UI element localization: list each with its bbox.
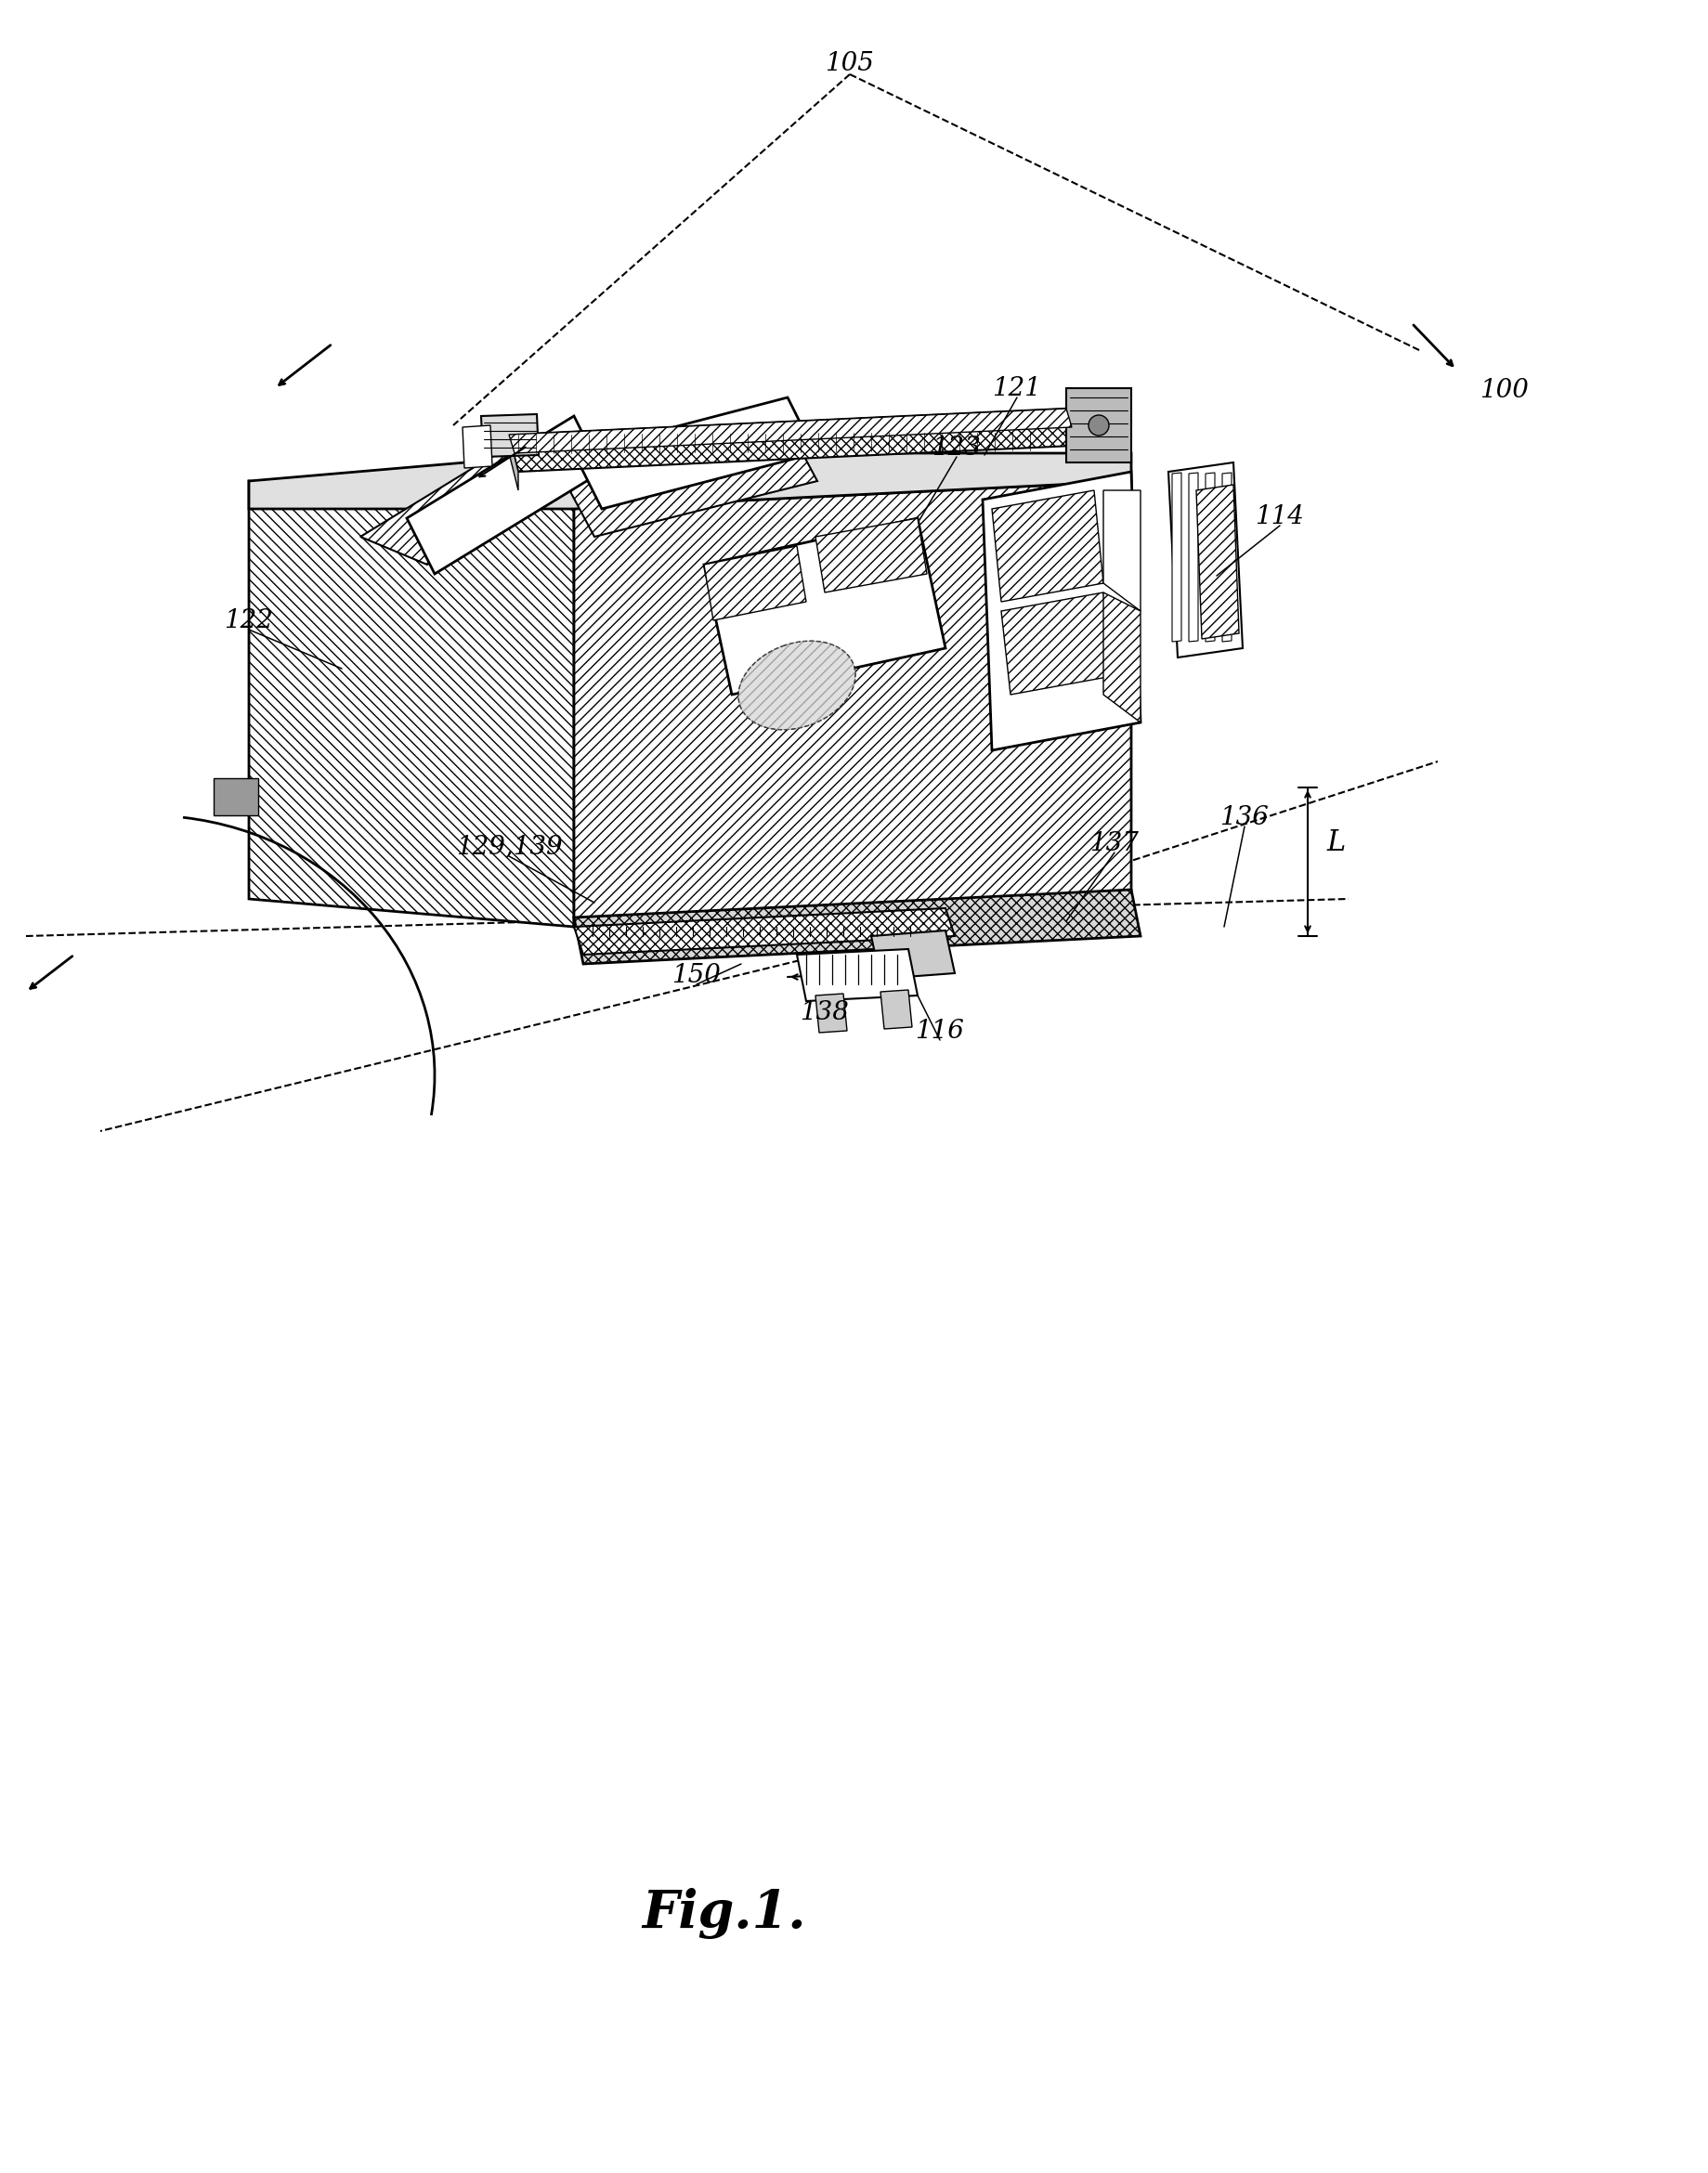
Polygon shape xyxy=(815,993,847,1032)
Polygon shape xyxy=(1168,463,1243,658)
Polygon shape xyxy=(249,480,574,926)
Polygon shape xyxy=(815,517,927,593)
Polygon shape xyxy=(1196,485,1238,639)
Polygon shape xyxy=(565,426,818,537)
Polygon shape xyxy=(1206,474,1214,641)
Text: 123: 123 xyxy=(933,435,980,461)
Polygon shape xyxy=(509,409,1073,454)
Polygon shape xyxy=(249,454,1131,508)
Text: 105: 105 xyxy=(825,50,874,76)
Polygon shape xyxy=(407,415,601,574)
Polygon shape xyxy=(360,435,594,565)
Polygon shape xyxy=(704,517,946,695)
Polygon shape xyxy=(704,545,806,619)
Text: 150: 150 xyxy=(671,963,721,987)
Polygon shape xyxy=(574,398,815,508)
Polygon shape xyxy=(1172,474,1182,641)
Polygon shape xyxy=(509,406,1112,472)
Polygon shape xyxy=(574,480,1131,926)
Text: 138: 138 xyxy=(799,1000,849,1026)
Polygon shape xyxy=(463,426,492,467)
Polygon shape xyxy=(1223,474,1231,641)
Polygon shape xyxy=(574,889,1141,965)
Text: L: L xyxy=(1327,828,1346,858)
Polygon shape xyxy=(214,778,258,815)
Text: 137: 137 xyxy=(1090,830,1139,856)
Polygon shape xyxy=(982,472,1141,750)
Ellipse shape xyxy=(738,641,856,730)
Polygon shape xyxy=(880,991,912,1030)
Polygon shape xyxy=(574,908,955,954)
Polygon shape xyxy=(1103,491,1141,611)
Polygon shape xyxy=(482,415,538,456)
Polygon shape xyxy=(1103,593,1141,721)
Polygon shape xyxy=(871,930,955,978)
Polygon shape xyxy=(1189,474,1197,641)
Ellipse shape xyxy=(1088,415,1108,435)
Text: 122: 122 xyxy=(224,608,273,632)
Polygon shape xyxy=(1001,593,1112,695)
Polygon shape xyxy=(509,435,518,491)
Text: 121: 121 xyxy=(992,376,1042,400)
Polygon shape xyxy=(992,491,1103,602)
Text: 136: 136 xyxy=(1220,804,1269,830)
Text: Fig.1.: Fig.1. xyxy=(642,1888,806,1938)
Polygon shape xyxy=(798,950,917,1002)
Text: 114: 114 xyxy=(1255,504,1305,528)
Text: 116: 116 xyxy=(915,1019,965,1043)
Polygon shape xyxy=(1066,389,1131,463)
Text: 100: 100 xyxy=(1481,378,1529,402)
Text: 129,139: 129,139 xyxy=(456,834,562,861)
